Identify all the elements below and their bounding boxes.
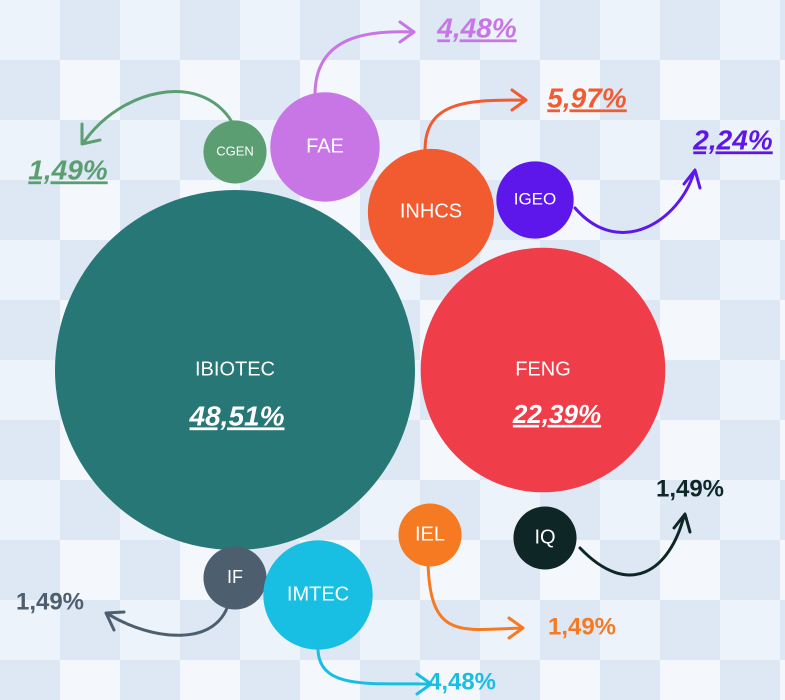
- bubble-name: IEL: [415, 523, 445, 545]
- bubble: [203, 120, 267, 184]
- value-label: 5,97%: [547, 82, 626, 113]
- bubble: [496, 161, 574, 239]
- arrows: [80, 20, 702, 696]
- bubble-name: IQ: [534, 526, 555, 548]
- value-label: 1,49%: [548, 613, 616, 640]
- bubble: [270, 92, 380, 202]
- value-label: 22,39%: [512, 399, 601, 429]
- bubble-name: IGEO: [514, 189, 557, 208]
- value-label: 2,24%: [692, 124, 772, 155]
- value-label: 1,49%: [656, 475, 724, 502]
- bubble-name: CGEN: [216, 143, 254, 158]
- bubble: [55, 190, 415, 550]
- value-label: 48,51%: [189, 400, 285, 431]
- value-label: 4,48%: [436, 12, 516, 43]
- bubble-name: IMTEC: [287, 583, 349, 605]
- bubble-name: IF: [227, 567, 243, 587]
- bubble-name: INHCS: [400, 200, 462, 222]
- value-label: 1,49%: [16, 588, 84, 615]
- bubble-name: FAE: [306, 135, 344, 157]
- value-label: 4,48%: [428, 668, 496, 695]
- bubble: [367, 148, 495, 276]
- bubble: [420, 247, 666, 493]
- bubble-name: FENG: [515, 358, 571, 380]
- bubble-name: IBIOTEC: [195, 358, 275, 380]
- value-label: 1,49%: [28, 154, 107, 185]
- bubble: [203, 546, 267, 610]
- bubble: [263, 540, 373, 650]
- bubble: [513, 506, 577, 570]
- bubble: [398, 503, 462, 567]
